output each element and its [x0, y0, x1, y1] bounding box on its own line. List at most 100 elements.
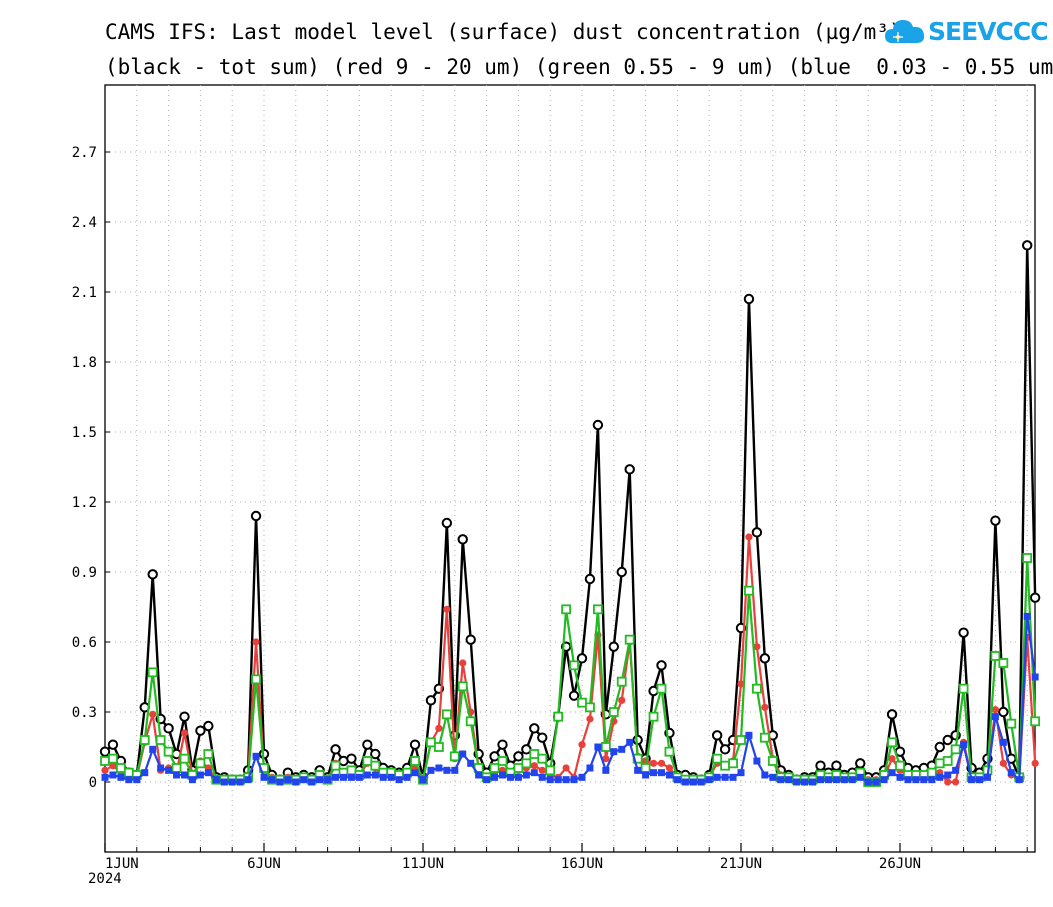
logo-text: SEEVCCC	[928, 16, 1049, 46]
data-point	[139, 735, 150, 745]
data-point	[244, 776, 252, 784]
data-point	[618, 696, 626, 704]
data-point	[355, 773, 363, 781]
data-point	[976, 776, 983, 784]
data-point	[657, 759, 666, 767]
data-point	[561, 604, 571, 615]
data-point	[499, 771, 506, 779]
data-point	[616, 566, 627, 578]
data-point	[888, 755, 896, 763]
data-point	[362, 756, 373, 766]
data-point	[538, 766, 546, 774]
data-point	[658, 769, 665, 777]
data-point	[475, 771, 483, 779]
data-point	[926, 767, 937, 778]
data-point	[371, 771, 379, 779]
data-point	[340, 773, 347, 781]
data-point	[602, 766, 610, 774]
data-point	[777, 776, 785, 784]
data-point	[443, 766, 451, 774]
data-point	[745, 533, 753, 541]
data-point	[316, 776, 324, 784]
data-point	[99, 746, 111, 757]
data-point	[769, 773, 777, 781]
data-point	[203, 749, 214, 759]
data-point	[451, 766, 459, 774]
data-point	[101, 773, 109, 781]
data-point	[251, 674, 261, 685]
data-point	[864, 778, 872, 786]
data-point	[736, 735, 746, 745]
data-point	[181, 771, 188, 779]
data-point	[252, 752, 260, 760]
data-point	[521, 744, 532, 755]
data-point	[577, 697, 587, 708]
data-point	[308, 778, 316, 786]
data-point	[999, 738, 1007, 746]
y-tick-label: 0.6	[72, 635, 97, 651]
data-point	[250, 510, 262, 522]
data-point	[759, 653, 771, 664]
y-tick-label: 2.7	[72, 145, 97, 161]
data-point	[904, 776, 912, 784]
data-point	[753, 757, 761, 765]
data-point	[586, 715, 594, 723]
data-point	[108, 753, 118, 764]
data-point	[530, 762, 538, 770]
data-point	[467, 759, 475, 767]
data-point	[817, 776, 824, 784]
data-point	[990, 515, 1001, 526]
data-point	[562, 776, 570, 784]
data-point	[410, 756, 420, 766]
data-point	[752, 683, 762, 694]
seevccc-logo: SEEVCCC	[884, 12, 1049, 50]
data-point	[856, 773, 864, 781]
data-point	[934, 741, 945, 753]
data-point	[419, 776, 427, 784]
data-point	[491, 773, 499, 781]
data-point	[459, 750, 467, 758]
data-point	[934, 758, 945, 769]
data-point	[944, 778, 952, 786]
data-point	[983, 773, 991, 781]
data-point	[610, 748, 618, 756]
data-point	[346, 753, 357, 764]
data-point	[163, 746, 174, 757]
data-point	[497, 739, 508, 750]
data-point	[149, 710, 157, 718]
data-point	[712, 753, 723, 764]
y-axis: 0 0.3 0.6 0.9 1.2 1.5 1.8 2.1 2.4 2.7	[72, 145, 110, 791]
data-point	[292, 778, 300, 786]
data-point	[553, 711, 564, 722]
cloud-icon	[885, 20, 925, 43]
data-point	[195, 725, 206, 736]
y-tick-label: 1.5	[72, 425, 97, 441]
data-point	[743, 293, 755, 305]
y-tick-label: 2.4	[72, 215, 97, 231]
data-point	[880, 776, 888, 784]
data-point	[125, 776, 133, 784]
data-point	[952, 766, 960, 774]
data-point	[426, 737, 436, 748]
data-point	[465, 716, 476, 727]
data-point	[427, 766, 435, 774]
data-point	[1015, 776, 1023, 784]
data-point	[489, 751, 500, 762]
data-point	[449, 751, 460, 762]
data-point	[546, 776, 554, 784]
data-point	[109, 762, 117, 770]
y-tick-label: 0	[89, 775, 97, 791]
data-point	[665, 771, 673, 779]
data-point	[968, 776, 976, 784]
data-point	[586, 764, 594, 772]
data-point	[936, 773, 944, 781]
data-point	[618, 745, 626, 753]
data-point	[895, 760, 905, 771]
data-point	[584, 573, 596, 585]
data-point	[665, 764, 674, 772]
data-point	[1007, 769, 1015, 777]
data-point	[592, 419, 604, 431]
data-point	[370, 748, 381, 760]
data-point	[363, 771, 371, 779]
data-point	[284, 776, 292, 784]
